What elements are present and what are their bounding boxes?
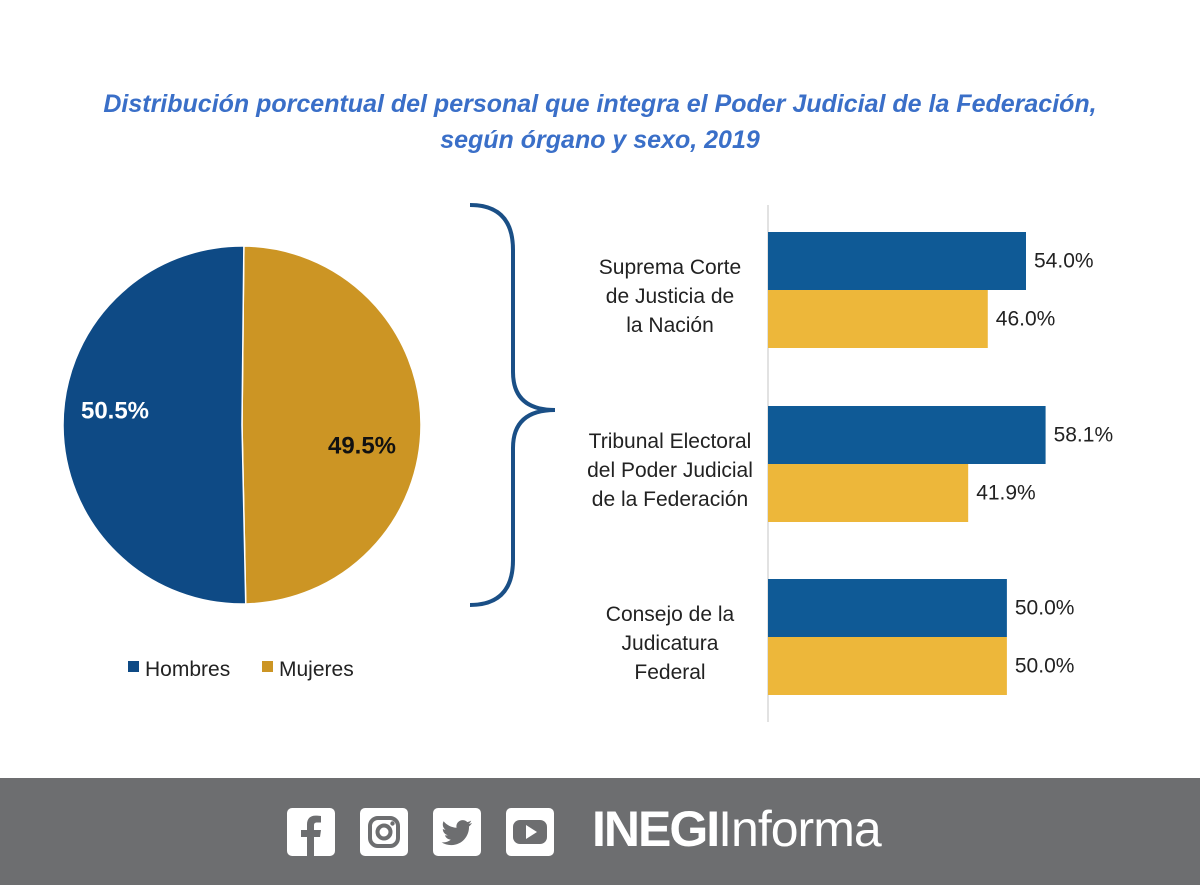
bar-label-mujeres-2: 41.9%: [976, 482, 1036, 505]
category-label-3: Consejo de la Judicatura Federal: [606, 603, 735, 684]
bar-mujeres-3: [768, 637, 1007, 695]
legend-swatch-hombres: [128, 661, 139, 672]
bar-label-hombres-3: 50.0%: [1015, 597, 1075, 620]
footer-bar: [0, 778, 1200, 885]
pie-legend: Hombres Mujeres: [128, 658, 354, 681]
legend-label-mujeres: Mujeres: [279, 658, 354, 681]
brand-bold-text: INEGI: [592, 801, 720, 857]
bar-mujeres-1: [768, 290, 988, 348]
bar-hombres-2: [768, 406, 1046, 464]
youtube-icon[interactable]: [506, 808, 554, 856]
pie-label-mujeres: 49.5%: [328, 432, 396, 459]
bar-label-mujeres-1: 46.0%: [996, 308, 1056, 331]
chart-area: 50.5% 49.5% Hombres Mujeres 54.0% 46.0% Supr…: [62, 203, 1113, 722]
chart-title-line-1: Distribución porcentual del personal que…: [103, 90, 1097, 118]
brand-light-text: Informa: [718, 801, 882, 857]
legend-swatch-mujeres: [262, 661, 273, 672]
chart-title-line-2: según órgano y sexo, 2019: [440, 126, 760, 154]
inegi-informa-logo: INEGIInforma: [592, 800, 882, 864]
pie-label-hombres: 50.5%: [81, 397, 149, 424]
bar-label-hombres-1: 54.0%: [1034, 250, 1094, 273]
twitter-icon[interactable]: [433, 808, 481, 856]
curly-brace: [469, 203, 556, 607]
category-label-1: Suprema Corte de Justicia de la Nación: [599, 256, 741, 337]
chart-title: Distribución porcentual del personal que…: [0, 86, 1200, 158]
bar-mujeres-2: [768, 464, 969, 522]
facebook-icon[interactable]: [287, 808, 335, 856]
bar-hombres-3: [768, 579, 1007, 637]
bar-chart: 54.0% 46.0% Suprema Corte de Justicia de la …: [587, 232, 1113, 695]
pie-slice-hombres: [62, 245, 247, 605]
category-label-2: Tribunal Electoral del Poder Judicial de l…: [587, 430, 753, 511]
legend-label-hombres: Hombres: [145, 658, 230, 681]
pie-chart: 50.5% 49.5%: [62, 245, 422, 605]
bar-label-hombres-2: 58.1%: [1054, 424, 1114, 447]
bar-hombres-1: [768, 232, 1026, 290]
instagram-icon[interactable]: [360, 808, 408, 856]
bar-label-mujeres-3: 50.0%: [1015, 655, 1075, 678]
pie-slice-mujeres: [241, 245, 422, 605]
